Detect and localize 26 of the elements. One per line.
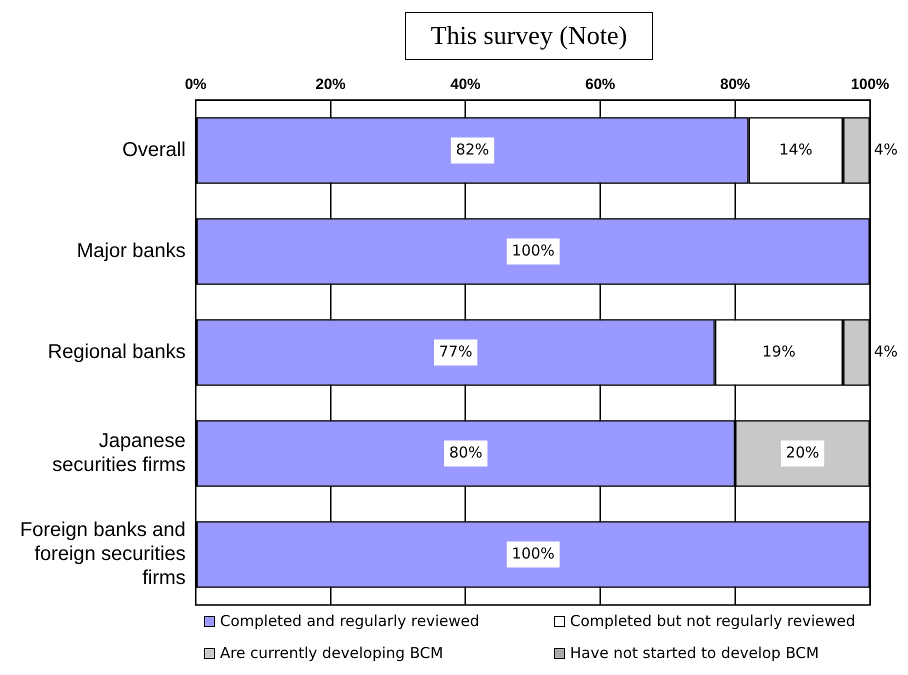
y-tick-label: Regional banks (48, 341, 186, 364)
chart-title: This survey (Note) (405, 12, 653, 60)
y-tick-label: Overall (122, 139, 186, 162)
data-label: 100% (512, 544, 555, 562)
y-tick-label: Foreign banks and foreign securities firms (20, 519, 186, 590)
x-tick-label: 20% (316, 76, 346, 94)
x-tick-label: 0% (184, 76, 207, 94)
data-label: 80% (449, 443, 482, 462)
data-label: 100% (512, 241, 555, 260)
data-label: 20% (786, 443, 820, 462)
y-tick-label: Major banks (76, 240, 186, 262)
data-label: 4% (874, 140, 898, 158)
data-label: 82% (456, 140, 490, 158)
data-label: 19% (762, 342, 796, 360)
x-tick-label: 60% (585, 76, 616, 94)
y-tick-label: Japanese securities firms (52, 430, 186, 476)
legend-label: Are currently developing BCM (220, 644, 444, 662)
data-label: 4% (874, 342, 898, 360)
data-label: 77% (438, 342, 472, 360)
x-tick-label: 40% (450, 76, 480, 94)
legend-label: Completed but not regularly reviewed (570, 612, 856, 630)
legend-label: Completed and regularly reviewed (220, 612, 480, 630)
x-tick-label: 100% (850, 76, 890, 94)
legend-label: Have not started to develop BCM (570, 644, 819, 662)
x-tick-label: 80% (720, 76, 750, 94)
data-label: 14% (779, 140, 812, 158)
